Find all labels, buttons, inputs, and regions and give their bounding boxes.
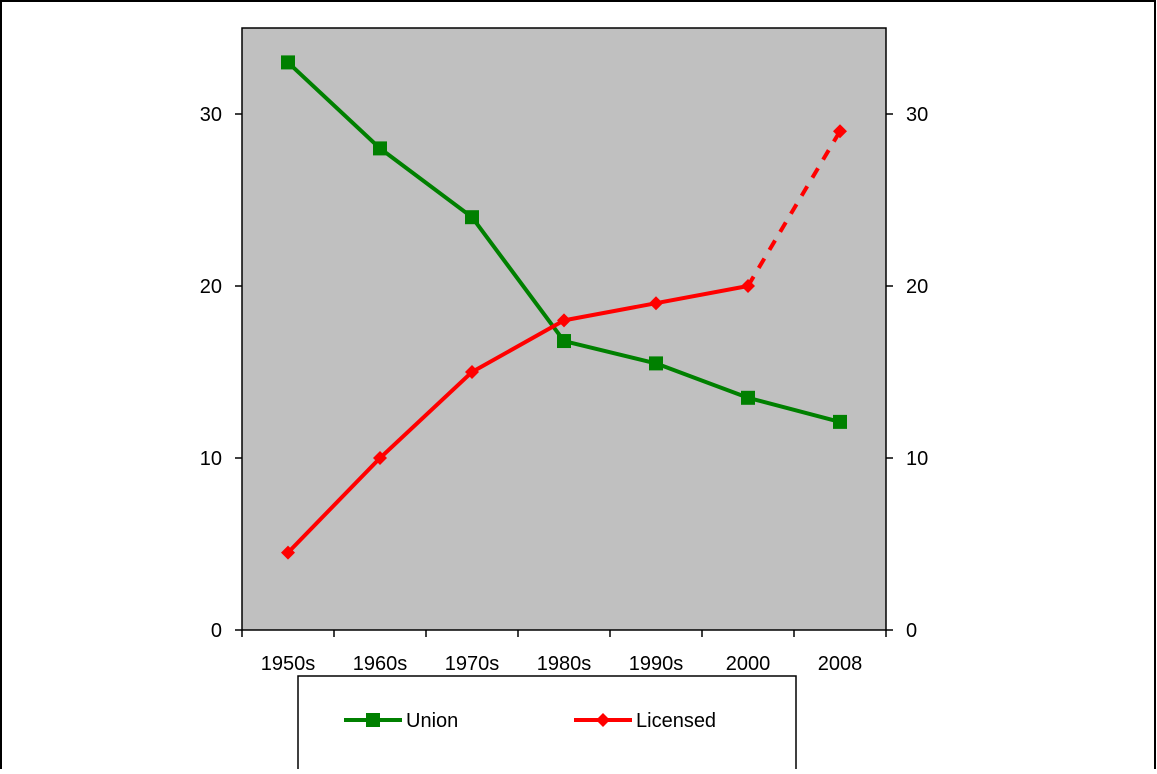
licensed-series-line bbox=[286, 284, 749, 554]
licensed-data-point bbox=[833, 124, 847, 139]
union-legend-marker bbox=[366, 713, 380, 727]
union-data-point bbox=[281, 55, 295, 70]
legend-box bbox=[297, 675, 797, 774]
x-tick-label: 2008 bbox=[818, 653, 863, 675]
union-data-point bbox=[465, 210, 479, 225]
x-tick-label: 2000 bbox=[726, 653, 771, 675]
licensed-data-point bbox=[281, 545, 295, 560]
union-data-point bbox=[741, 390, 755, 405]
union-data-point bbox=[557, 334, 571, 349]
secondary-y-tick-label: 30 bbox=[906, 104, 928, 126]
union-data-point bbox=[373, 141, 387, 156]
licensed-legend-label: Licensed bbox=[636, 710, 716, 732]
licensed-data-point bbox=[557, 313, 571, 328]
x-tick-label: 1980s bbox=[537, 653, 592, 675]
secondary-y-tick-label: 10 bbox=[906, 448, 928, 470]
x-tick-label: 1990s bbox=[629, 653, 684, 675]
licensed-data-point bbox=[465, 365, 479, 379]
union-data-point bbox=[649, 356, 663, 371]
licensed-data-point bbox=[649, 296, 663, 311]
x-tick-label: 1970s bbox=[445, 653, 500, 675]
licensed-data-point bbox=[741, 279, 755, 293]
y-tick-label: 10 bbox=[200, 448, 222, 470]
secondary-y-tick-label: 0 bbox=[906, 620, 917, 642]
licensed-data-point bbox=[373, 451, 387, 465]
plot-area bbox=[241, 27, 887, 631]
axes: 1950s 1960s 1970s 1980s 1990s 2000 2008 0 10 20 30… bbox=[200, 104, 929, 675]
x-tick-label: 1960s bbox=[353, 653, 408, 675]
licensed-series-projection-line bbox=[746, 130, 842, 288]
secondary-y-tick-label: 20 bbox=[906, 276, 928, 298]
y-tick-label: 0 bbox=[211, 620, 222, 642]
licensed-legend-marker bbox=[596, 713, 610, 727]
x-tick-label: 1950s bbox=[261, 653, 316, 675]
union-data-point bbox=[833, 414, 847, 429]
y-tick-label: 20 bbox=[200, 276, 222, 298]
union-legend-label: Union bbox=[406, 710, 458, 732]
y-tick-label: 30 bbox=[200, 104, 222, 126]
series bbox=[281, 55, 847, 560]
legend: Union Licensed bbox=[344, 710, 716, 732]
